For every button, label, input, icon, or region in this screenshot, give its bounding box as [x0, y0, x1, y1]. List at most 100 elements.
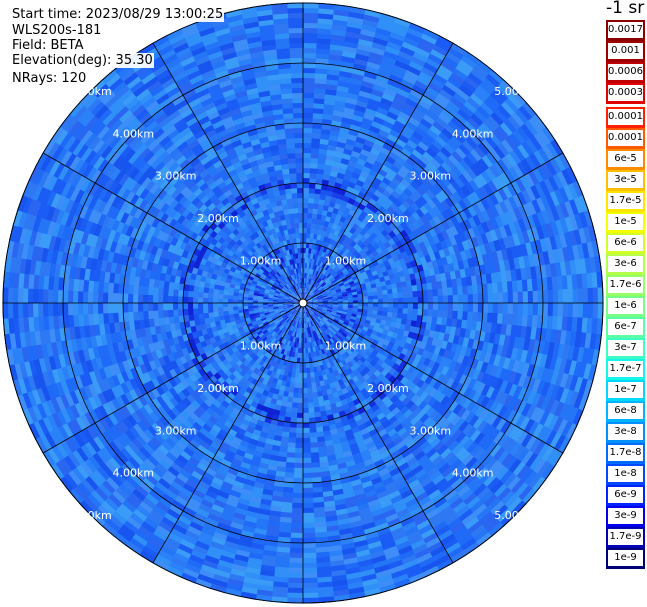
ppi-cell [323, 347, 329, 354]
ppi-cell [281, 431, 290, 438]
ppi-cell [333, 265, 339, 272]
ppi-cell [382, 294, 389, 300]
ppi-cell [312, 298, 319, 301]
ppi-cell [550, 139, 564, 157]
ppi-cell [312, 306, 318, 309]
ppi-cell [336, 261, 343, 268]
ppi-cell [395, 458, 407, 469]
ppi-cell [418, 37, 436, 50]
ppi-cell [488, 241, 497, 254]
ppi-cell [351, 171, 361, 180]
ppi-cell [305, 294, 310, 299]
ppi-cell [390, 407, 401, 417]
ppi-cell [363, 13, 381, 24]
ppi-cell [237, 497, 250, 507]
ppi-cell [312, 496, 324, 504]
ppi-cell [400, 106, 414, 118]
ppi-cell [485, 386, 496, 400]
ppi-cell [503, 472, 518, 488]
ppi-cell [461, 277, 468, 287]
ppi-cell [224, 535, 240, 546]
ppi-cell [537, 443, 551, 460]
ppi-cell [402, 74, 418, 85]
ppi-cell [347, 303, 354, 306]
ppi-cell [526, 377, 537, 392]
ppi-cell [290, 527, 303, 534]
ppi-cell [405, 439, 417, 450]
ppi-cell [312, 296, 318, 300]
ppi-cell [303, 212, 308, 219]
ppi-cell [529, 135, 543, 152]
ppi-cell [470, 148, 483, 162]
ppi-cell [403, 174, 415, 185]
ppi-cell [367, 299, 374, 304]
ppi-cell [205, 550, 222, 561]
ppi-cell [403, 208, 413, 219]
ppi-cell [322, 113, 334, 121]
ppi-cell [302, 437, 311, 444]
ppi-cell [311, 217, 317, 224]
ppi-cell [271, 490, 284, 498]
ppi-cell [485, 441, 498, 455]
ppi-cell [304, 337, 308, 344]
ppi-cell [544, 355, 553, 370]
ppi-cell [303, 152, 312, 159]
ppi-cell [388, 106, 402, 117]
ppi-cell [315, 276, 320, 283]
ppi-cell [388, 36, 405, 47]
ppi-cell [487, 413, 499, 427]
ppi-cell [483, 182, 495, 197]
ppi-cell [372, 291, 379, 296]
ppi-cell [357, 324, 365, 330]
ppi-cell [313, 330, 318, 337]
ppi-cell [512, 233, 522, 247]
ppi-cell [486, 497, 502, 513]
ppi-cell [317, 304, 324, 307]
ppi-cell [374, 485, 387, 496]
ppi-cell [355, 270, 362, 276]
ppi-cell [539, 180, 551, 196]
ppi-cell [349, 520, 363, 529]
ppi-cell [274, 362, 280, 369]
ppi-cell [318, 224, 325, 231]
ppi-cell [456, 465, 470, 479]
ppi-cell [305, 294, 310, 300]
ppi-cell [438, 405, 450, 418]
ppi-cell [554, 188, 566, 206]
ppi-cell [458, 231, 468, 243]
ppi-cell [400, 165, 411, 176]
ppi-cell [549, 432, 562, 450]
ppi-cell [289, 346, 294, 353]
ppi-cell [282, 349, 288, 356]
ppi-cell [317, 27, 333, 35]
ppi-cell [279, 511, 292, 519]
ppi-cell [321, 282, 327, 288]
ppi-cell [382, 176, 392, 186]
ppi-cell [576, 346, 586, 364]
ppi-cell [433, 215, 443, 226]
ppi-cell [233, 553, 249, 563]
ppi-cell [325, 215, 332, 223]
ppi-cell [353, 57, 369, 67]
ppi-cell [384, 45, 401, 56]
ppi-cell [354, 104, 368, 113]
ppi-cell [392, 293, 399, 299]
ppi-cell [521, 450, 535, 466]
ppi-cell [310, 377, 316, 384]
ppi-cell [592, 287, 599, 304]
ppi-cell [299, 367, 303, 374]
ppi-cell [302, 547, 317, 554]
ppi-cell [384, 197, 394, 207]
ppi-cell [363, 70, 378, 80]
ppi-cell [440, 466, 454, 479]
ppi-cell [327, 319, 333, 324]
ppi-cell [541, 126, 556, 144]
ppi-cell [458, 199, 469, 211]
ppi-cell [494, 378, 505, 392]
ppi-cell [311, 307, 318, 311]
ppi-cell [232, 558, 248, 568]
ppi-cell [419, 476, 433, 489]
ppi-cell [375, 441, 386, 451]
ppi-cell [320, 385, 327, 392]
ppi-cell [485, 135, 499, 150]
